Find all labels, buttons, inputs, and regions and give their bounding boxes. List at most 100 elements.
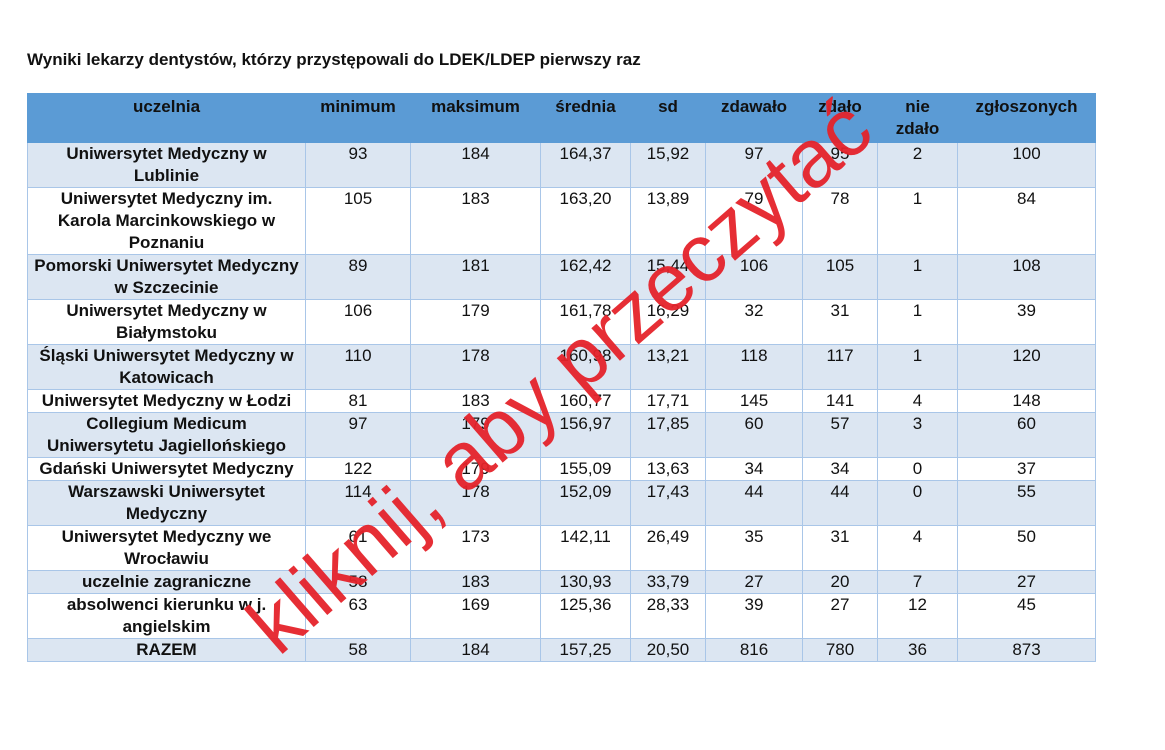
value-cell: 12 — [877, 593, 958, 639]
value-cell: 16,29 — [630, 299, 706, 345]
value-cell: 157,25 — [540, 638, 631, 662]
value-cell: 120 — [957, 344, 1096, 390]
university-cell: Uniwersytet Medyczny w Łodzi — [27, 389, 306, 413]
value-cell: 106 — [705, 254, 803, 300]
value-cell: 26,49 — [630, 525, 706, 571]
value-cell: 873 — [957, 638, 1096, 662]
value-cell: 45 — [957, 593, 1096, 639]
value-cell: 122 — [305, 457, 411, 481]
university-cell: Uniwersytet Medyczny im. Karola Marcinko… — [27, 187, 306, 255]
value-cell: 31 — [802, 525, 878, 571]
university-cell: Collegium Medicum Uniwersytetu Jagielloń… — [27, 412, 306, 458]
column-header: minimum — [305, 93, 411, 143]
university-cell: Uniwersytet Medyczny w Białymstoku — [27, 299, 306, 345]
table-row: RAZEM 58 184 157,25 20,50 816 780 36 873 — [27, 638, 1096, 662]
value-cell: 181 — [410, 254, 541, 300]
university-cell: Uniwersytet Medyczny we Wrocławiu — [27, 525, 306, 571]
table-row: Warszawski Uniwersytet Medyczny 114 178 152… — [27, 480, 1096, 526]
university-cell: RAZEM — [27, 638, 306, 662]
value-cell: 60 — [705, 412, 803, 458]
header-row: uczelnia minimum maksimum średnia sd zdawało z… — [27, 93, 1096, 143]
value-cell: 79 — [705, 187, 803, 255]
university-cell: absolwenci kierunku w j. angielskim — [27, 593, 306, 639]
value-cell: 142,11 — [540, 525, 631, 571]
table-row: uczelnie zagraniczne 58 183 130,93 33,79 27 20… — [27, 570, 1096, 594]
value-cell: 33,79 — [630, 570, 706, 594]
value-cell: 183 — [410, 389, 541, 413]
value-cell: 0 — [877, 480, 958, 526]
results-table: uczelnia minimum maksimum średnia sd zdawało z… — [27, 93, 1096, 662]
value-cell: 44 — [705, 480, 803, 526]
column-header: zgłoszonych — [957, 93, 1096, 143]
value-cell: 3 — [877, 412, 958, 458]
value-cell: 2 — [877, 142, 958, 188]
value-cell: 816 — [705, 638, 803, 662]
value-cell: 163,20 — [540, 187, 631, 255]
value-cell: 89 — [305, 254, 411, 300]
value-cell: 108 — [957, 254, 1096, 300]
value-cell: 37 — [957, 457, 1096, 481]
value-cell: 1 — [877, 254, 958, 300]
value-cell: 27 — [957, 570, 1096, 594]
value-cell: 20 — [802, 570, 878, 594]
value-cell: 145 — [705, 389, 803, 413]
university-cell: Gdański Uniwersytet Medyczny — [27, 457, 306, 481]
column-header: maksimum — [410, 93, 541, 143]
value-cell: 179 — [410, 412, 541, 458]
value-cell: 57 — [802, 412, 878, 458]
value-cell: 169 — [410, 593, 541, 639]
value-cell: 17,85 — [630, 412, 706, 458]
value-cell: 39 — [705, 593, 803, 639]
column-header: zdało — [802, 93, 878, 143]
value-cell: 1 — [877, 299, 958, 345]
value-cell: 95 — [802, 142, 878, 188]
value-cell: 173 — [410, 525, 541, 571]
value-cell: 160,77 — [540, 389, 631, 413]
value-cell: 81 — [305, 389, 411, 413]
value-cell: 130,93 — [540, 570, 631, 594]
value-cell: 183 — [410, 187, 541, 255]
value-cell: 78 — [802, 187, 878, 255]
value-cell: 179 — [410, 457, 541, 481]
university-cell: uczelnie zagraniczne — [27, 570, 306, 594]
value-cell: 97 — [705, 142, 803, 188]
column-header: średnia — [540, 93, 631, 143]
value-cell: 58 — [305, 570, 411, 594]
column-header: nie zdało — [877, 93, 958, 143]
value-cell: 162,42 — [540, 254, 631, 300]
table-row: Śląski Uniwersytet Medyczny w Katowicach… — [27, 344, 1096, 390]
value-cell: 161,78 — [540, 299, 631, 345]
value-cell: 105 — [305, 187, 411, 255]
value-cell: 4 — [877, 525, 958, 571]
value-cell: 178 — [410, 344, 541, 390]
value-cell: 36 — [877, 638, 958, 662]
value-cell: 105 — [802, 254, 878, 300]
value-cell: 31 — [802, 299, 878, 345]
value-cell: 84 — [957, 187, 1096, 255]
column-header: sd — [630, 93, 706, 143]
value-cell: 155,09 — [540, 457, 631, 481]
value-cell: 164,37 — [540, 142, 631, 188]
value-cell: 13,89 — [630, 187, 706, 255]
value-cell: 34 — [802, 457, 878, 481]
value-cell: 125,36 — [540, 593, 631, 639]
value-cell: 106 — [305, 299, 411, 345]
table-row: Uniwersytet Medyczny im. Karola Marcinko… — [27, 187, 1096, 255]
value-cell: 7 — [877, 570, 958, 594]
value-cell: 152,09 — [540, 480, 631, 526]
value-cell: 0 — [877, 457, 958, 481]
value-cell: 17,71 — [630, 389, 706, 413]
value-cell: 28,33 — [630, 593, 706, 639]
value-cell: 60 — [957, 412, 1096, 458]
value-cell: 55 — [957, 480, 1096, 526]
value-cell: 13,63 — [630, 457, 706, 481]
table-row: Uniwersytet Medyczny w Białymstoku 106 179… — [27, 299, 1096, 345]
value-cell: 27 — [705, 570, 803, 594]
table-row: Uniwersytet Medyczny w Lublinie 93 184 164,… — [27, 142, 1096, 188]
value-cell: 97 — [305, 412, 411, 458]
value-cell: 50 — [957, 525, 1096, 571]
value-cell: 39 — [957, 299, 1096, 345]
value-cell: 1 — [877, 187, 958, 255]
